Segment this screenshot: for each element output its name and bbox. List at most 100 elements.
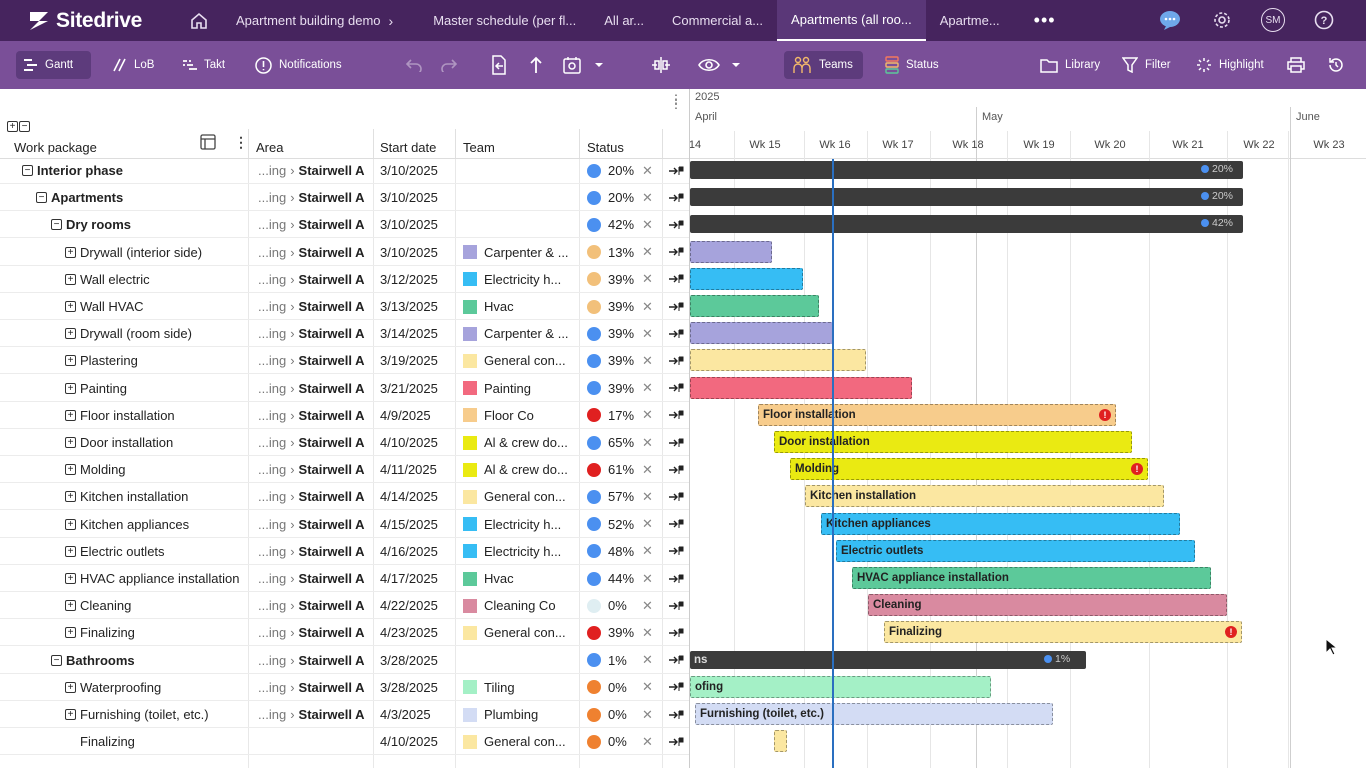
remove-status-icon[interactable]: ✕: [642, 516, 653, 532]
remove-status-icon[interactable]: ✕: [642, 162, 653, 178]
import-icon[interactable]: [488, 54, 510, 76]
status-cell[interactable]: 48%: [587, 538, 634, 565]
tab-master-schedule[interactable]: Master schedule (per fl...: [433, 13, 577, 28]
print-icon[interactable]: [1285, 54, 1307, 76]
help-icon[interactable]: ?: [1312, 8, 1336, 32]
alert-icon[interactable]: !: [1131, 463, 1143, 476]
task-bar[interactable]: Cleaning: [868, 594, 1227, 617]
expand-row-icon[interactable]: +: [65, 709, 76, 720]
expand-row-icon[interactable]: +: [65, 681, 76, 693]
table-row[interactable]: − Interior phase ...ing › Stairwell A 3/10/20…: [0, 157, 689, 184]
work-package-cell[interactable]: + Wall HVAC: [65, 293, 144, 320]
status-cell[interactable]: 61%: [587, 456, 634, 483]
remove-status-icon[interactable]: ✕: [642, 244, 653, 260]
work-package-cell[interactable]: − Bathrooms: [51, 647, 135, 674]
task-bar[interactable]: HVAC appliance installation: [852, 567, 1211, 589]
remove-status-icon[interactable]: ✕: [642, 380, 653, 396]
summary-bar[interactable]: [690, 215, 1243, 234]
expand-row-icon[interactable]: +: [65, 301, 76, 312]
work-package-cell[interactable]: + Finalizing: [65, 619, 135, 646]
scroll-to-bar-icon[interactable]: [668, 320, 684, 347]
status-cell[interactable]: 0%: [587, 674, 627, 701]
calendar-search-icon[interactable]: [561, 54, 583, 76]
align-center-icon[interactable]: [650, 54, 672, 76]
task-bar[interactable]: [690, 267, 803, 290]
table-row[interactable]: + Kitchen installation ...ing › Stairwell A 4…: [0, 483, 689, 511]
remove-status-icon[interactable]: ✕: [642, 624, 653, 640]
scroll-to-bar-icon[interactable]: [668, 701, 684, 728]
table-row[interactable]: + Drywall (interior side) ...ing › Stairwell…: [0, 239, 689, 266]
status-cell[interactable]: 17%: [587, 402, 634, 429]
gantt-view-button[interactable]: Gantt: [16, 51, 91, 79]
alert-icon[interactable]: !: [1225, 626, 1237, 639]
status-cell[interactable]: 39%: [587, 619, 634, 646]
collapse-row-icon[interactable]: −: [51, 654, 62, 666]
remove-status-icon[interactable]: ✕: [642, 461, 653, 477]
table-row[interactable]: − Bathrooms ...ing › Stairwell A 3/28/2025 1% ✕: [0, 647, 689, 674]
scroll-to-bar-icon[interactable]: [668, 511, 684, 538]
redo-icon[interactable]: [438, 54, 460, 76]
arrow-up-icon[interactable]: [525, 54, 547, 76]
table-row[interactable]: + Waterproofing ...ing › Stairwell A 3/28/202…: [0, 674, 689, 701]
remove-status-icon[interactable]: ✕: [642, 298, 653, 314]
takt-view-button[interactable]: Takt: [175, 51, 233, 79]
status-cell[interactable]: 1%: [587, 647, 627, 674]
summary-bar[interactable]: [690, 161, 1243, 179]
work-package-cell[interactable]: + Painting: [65, 375, 127, 402]
notifications-button[interactable]: Notifications: [247, 51, 350, 79]
scroll-to-bar-icon[interactable]: [668, 375, 684, 402]
gear-icon[interactable]: [1210, 8, 1234, 32]
table-row[interactable]: + Electric outlets ...ing › Stairwell A 4/16/…: [0, 538, 689, 565]
alert-icon[interactable]: !: [1099, 408, 1111, 421]
work-package-cell[interactable]: + Electric outlets: [65, 538, 165, 565]
work-package-cell[interactable]: + Waterproofing: [65, 674, 161, 701]
task-bar[interactable]: Floor installation: [758, 403, 1116, 426]
status-cell[interactable]: 20%: [587, 184, 634, 211]
status-cell[interactable]: 44%: [587, 565, 634, 592]
scroll-to-bar-icon[interactable]: [668, 728, 684, 755]
scroll-to-bar-icon[interactable]: [668, 157, 684, 184]
table-row[interactable]: + Painting ...ing › Stairwell A 3/21/2025 Pain…: [0, 375, 689, 402]
scroll-to-bar-icon[interactable]: [668, 538, 684, 565]
scroll-to-bar-icon[interactable]: [668, 211, 684, 238]
expand-row-icon[interactable]: +: [65, 491, 76, 503]
table-row[interactable]: + Wall HVAC ...ing › Stairwell A 3/13/2025 Hva…: [0, 293, 689, 320]
table-row[interactable]: + Plastering ...ing › Stairwell A 3/19/2025 Ge…: [0, 347, 689, 375]
expand-row-icon[interactable]: +: [65, 518, 76, 530]
status-cell[interactable]: 57%: [587, 483, 634, 510]
status-cell[interactable]: 13%: [587, 239, 634, 266]
scroll-to-bar-icon[interactable]: [668, 674, 684, 701]
header-area[interactable]: Area: [256, 140, 284, 155]
status-cell[interactable]: 65%: [587, 429, 634, 456]
work-package-cell[interactable]: + Furnishing (toilet, etc.): [65, 701, 209, 728]
collapse-row-icon[interactable]: −: [51, 219, 62, 231]
expand-row-icon[interactable]: +: [65, 409, 76, 421]
summary-bar[interactable]: [690, 188, 1243, 207]
chat-support-icon[interactable]: [1158, 8, 1182, 32]
task-bar[interactable]: Kitchen appliances: [821, 512, 1180, 535]
remove-status-icon[interactable]: ✕: [642, 352, 653, 368]
user-avatar[interactable]: SM: [1261, 8, 1285, 32]
table-row[interactable]: + Molding ...ing › Stairwell A 4/11/2025 Al & …: [0, 456, 689, 484]
summary-bar[interactable]: ns: [690, 650, 1086, 669]
scroll-to-bar-icon[interactable]: [668, 184, 684, 211]
expand-row-icon[interactable]: +: [65, 328, 76, 340]
status-cell[interactable]: 20%: [587, 157, 634, 184]
status-cell[interactable]: 0%: [587, 701, 627, 728]
scroll-to-bar-icon[interactable]: [668, 619, 684, 646]
expand-all-icon[interactable]: +: [7, 121, 18, 132]
work-package-cell[interactable]: Finalizing: [80, 728, 135, 755]
tab-apartments[interactable]: Apartme...: [939, 13, 1000, 28]
tab-all-areas[interactable]: All ar...: [604, 13, 645, 28]
task-bar[interactable]: Finalizing: [884, 621, 1242, 644]
scroll-to-bar-icon[interactable]: [668, 347, 684, 374]
work-package-cell[interactable]: + Plastering: [65, 347, 138, 374]
table-row[interactable]: + Furnishing (toilet, etc.) ...ing › Stairwe…: [0, 701, 689, 728]
remove-status-icon[interactable]: ✕: [642, 434, 653, 450]
work-package-cell[interactable]: − Interior phase: [22, 157, 123, 184]
status-cell[interactable]: 39%: [587, 347, 634, 374]
remove-status-icon[interactable]: ✕: [642, 189, 653, 205]
status-cell[interactable]: 39%: [587, 375, 634, 402]
task-bar[interactable]: [690, 322, 834, 345]
status-cell[interactable]: 0%: [587, 592, 627, 619]
